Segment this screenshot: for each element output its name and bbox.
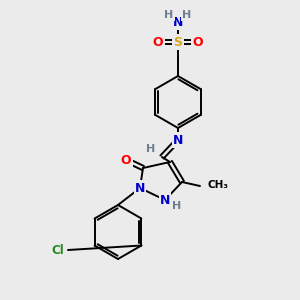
Text: S: S	[173, 35, 182, 49]
Text: O: O	[121, 154, 131, 166]
Text: O: O	[153, 35, 163, 49]
Text: N: N	[173, 16, 183, 28]
Text: O: O	[193, 35, 203, 49]
Text: H: H	[182, 10, 192, 20]
Text: N: N	[160, 194, 170, 206]
Text: CH₃: CH₃	[208, 180, 229, 190]
Text: N: N	[135, 182, 145, 194]
Text: N: N	[173, 134, 183, 146]
Text: H: H	[146, 144, 156, 154]
Text: H: H	[164, 10, 174, 20]
Text: H: H	[172, 201, 182, 211]
Text: Cl: Cl	[51, 244, 64, 256]
